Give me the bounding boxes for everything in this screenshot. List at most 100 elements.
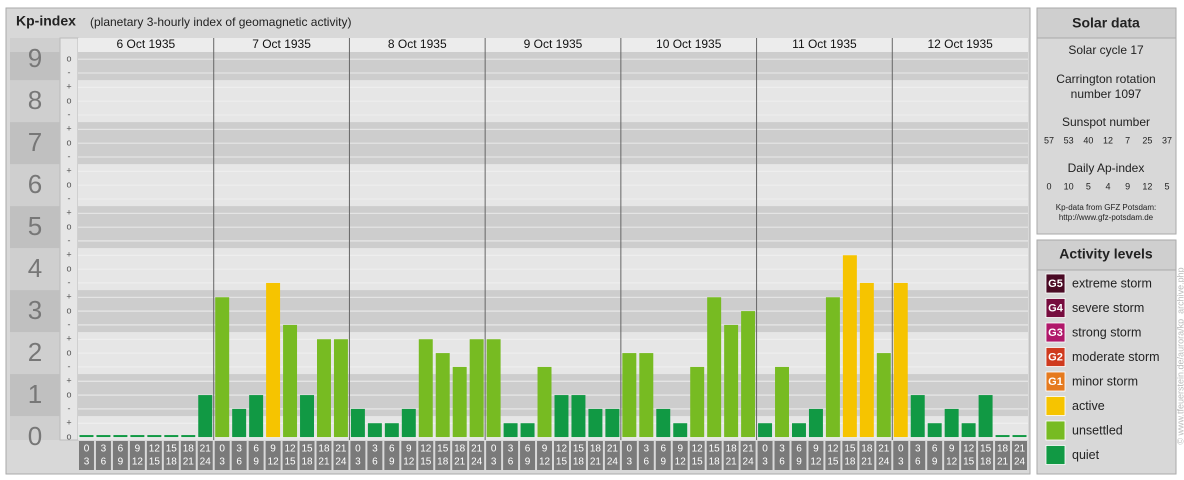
hour-end: 18 — [301, 457, 313, 468]
legend-label: severe storm — [1072, 301, 1144, 315]
hour-end: 6 — [372, 457, 378, 468]
y-tick-label: 3 — [28, 295, 42, 325]
sunspot-value: 53 — [1064, 135, 1074, 145]
hour-box — [978, 441, 994, 470]
hour-end: 18 — [844, 457, 856, 468]
minor-tick-label: - — [68, 109, 71, 119]
hour-box — [638, 441, 654, 470]
bar — [367, 423, 382, 438]
hour-end: 15 — [963, 457, 975, 468]
source: Kp-data from GFZ Potsdam: — [1056, 203, 1156, 212]
hour-start: 9 — [949, 444, 955, 455]
bar — [198, 395, 213, 438]
hour-end: 6 — [236, 457, 242, 468]
hour-box — [197, 441, 213, 470]
bar — [622, 353, 637, 438]
hour-end: 9 — [660, 457, 666, 468]
hour-end: 6 — [779, 457, 785, 468]
legend-label: minor storm — [1072, 374, 1138, 388]
day-label: 8 Oct 1935 — [388, 37, 447, 51]
hour-start: 9 — [813, 444, 819, 455]
hour-box — [706, 441, 722, 470]
hour-start: 3 — [644, 444, 650, 455]
hour-box — [503, 441, 519, 470]
bar — [910, 395, 925, 438]
hour-end: 15 — [149, 457, 161, 468]
bar — [147, 435, 162, 438]
ap-value: 5 — [1164, 181, 1169, 191]
axis-band — [10, 206, 60, 249]
hour-start: 21 — [471, 444, 483, 455]
minor-tick-label: + — [66, 166, 71, 176]
legend-title: Activity levels — [1059, 246, 1153, 262]
hour-end: 21 — [454, 457, 466, 468]
bar — [249, 395, 264, 438]
hour-start: 21 — [335, 444, 347, 455]
minor-tick-label: + — [66, 376, 71, 386]
legend-label: quiet — [1072, 448, 1100, 462]
hour-box — [112, 441, 128, 470]
hour-start: 3 — [779, 444, 785, 455]
hour-start: 15 — [980, 444, 992, 455]
hour-end: 15 — [692, 457, 704, 468]
bar — [588, 408, 603, 438]
sunspot-value: 37 — [1162, 135, 1172, 145]
hour-end: 21 — [726, 457, 738, 468]
bar — [232, 408, 247, 438]
minor-tick-label: - — [68, 235, 71, 245]
legend-swatch — [1045, 322, 1066, 343]
ap-value: 4 — [1105, 181, 1110, 191]
hour-box — [825, 441, 841, 470]
y-tick-label: 9 — [28, 43, 42, 73]
bar — [859, 282, 874, 438]
hour-end: 9 — [796, 457, 802, 468]
hour-end: 3 — [355, 457, 361, 468]
bar — [944, 408, 959, 438]
bar — [825, 297, 840, 438]
hour-end: 12 — [675, 457, 687, 468]
hour-start: 21 — [878, 444, 890, 455]
hour-start: 6 — [253, 444, 259, 455]
bar — [673, 423, 688, 438]
hour-box — [1012, 441, 1027, 470]
bar — [605, 408, 620, 438]
hour-start: 18 — [997, 444, 1009, 455]
minor-tick-label: - — [68, 67, 71, 77]
hour-start: 9 — [270, 444, 276, 455]
bar — [792, 423, 806, 438]
minor-tick-label: + — [66, 418, 71, 428]
hour-box — [163, 441, 179, 470]
hour-start: 3 — [915, 444, 921, 455]
hour-box — [859, 441, 875, 470]
bar — [96, 435, 111, 438]
hour-start: 6 — [525, 444, 531, 455]
bar — [435, 353, 450, 438]
hour-end: 24 — [743, 457, 755, 468]
minor-tick-label: o — [66, 137, 71, 147]
sunspot-value: 40 — [1083, 135, 1093, 145]
hour-box — [944, 441, 960, 470]
hour-end: 12 — [268, 457, 280, 468]
hour-end: 12 — [539, 457, 551, 468]
hour-box — [910, 441, 926, 470]
hour-end: 15 — [827, 457, 839, 468]
hour-end: 15 — [556, 457, 568, 468]
hour-start: 9 — [542, 444, 548, 455]
legend-swatch — [1045, 347, 1066, 367]
bar — [758, 423, 773, 438]
ap-value: 12 — [1142, 181, 1152, 191]
bar — [300, 395, 314, 438]
bar — [401, 408, 416, 438]
minor-tick-label: + — [66, 250, 71, 260]
hour-start: 12 — [827, 444, 839, 455]
bar — [266, 282, 281, 438]
hour-box — [265, 441, 281, 470]
hour-end: 6 — [508, 457, 514, 468]
hour-start: 15 — [166, 444, 178, 455]
bar — [384, 423, 399, 438]
minor-tick-label: o — [66, 431, 71, 441]
hour-box — [740, 441, 756, 470]
hour-end: 3 — [219, 457, 225, 468]
hour-start: 21 — [200, 444, 212, 455]
